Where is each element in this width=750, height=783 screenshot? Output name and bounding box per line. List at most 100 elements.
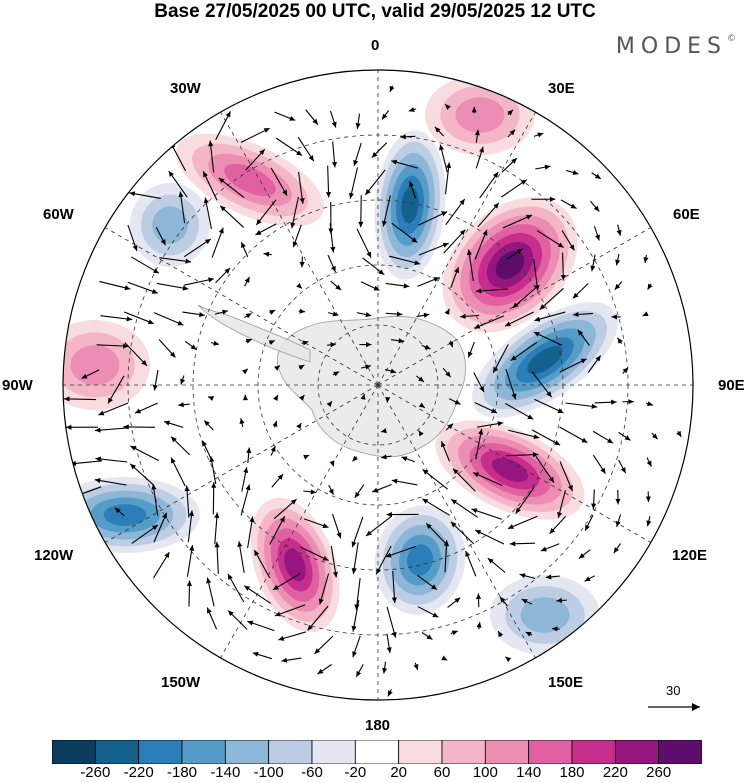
wind-arrow-head: [180, 378, 186, 385]
wind-arrow: [156, 282, 189, 291]
wind-arrow-head: [272, 420, 278, 427]
wind-arrow-head: [244, 276, 250, 283]
wind-arrow-head: [64, 396, 70, 402]
wind-arrow: [252, 651, 273, 660]
wind-arrow: [358, 195, 364, 228]
wind-arrow-head: [171, 436, 177, 443]
lon-label-90w: 90W: [2, 377, 33, 394]
wind-arrow: [549, 516, 566, 535]
wind-arrow: [209, 456, 217, 485]
colorbar-segment: [484, 740, 530, 764]
wind-arrow-head: [152, 268, 159, 274]
wind-arrow-head: [134, 408, 141, 414]
wind-arrow: [611, 314, 621, 320]
wind-arrow-head: [381, 113, 388, 120]
wind-arrow-head: [302, 340, 309, 346]
map-disc: [63, 70, 693, 700]
wind-arrow: [273, 498, 297, 520]
wind-arrow: [439, 144, 448, 173]
wind-arrow: [385, 311, 403, 317]
wind-arrow-head: [401, 456, 408, 462]
wind-arrow-head: [549, 527, 556, 534]
wind-arrow: [391, 571, 397, 604]
wind-arrow: [206, 607, 218, 630]
wind-arrow-head: [474, 129, 480, 136]
wind-arrow: [386, 606, 397, 638]
wind-arrow: [386, 633, 392, 654]
wind-arrow-head: [365, 312, 372, 318]
wind-arrow-head: [460, 313, 466, 319]
wind-arrow-head: [441, 655, 448, 661]
anomaly-4: [435, 420, 585, 520]
wind-arrow-head: [245, 484, 251, 491]
wind-arrow: [512, 286, 538, 309]
wind-arrow-head: [218, 177, 225, 184]
wind-arrow: [243, 585, 272, 604]
wind-arrow-head: [426, 523, 432, 529]
wind-arrow: [99, 280, 131, 291]
wind-arrow: [356, 228, 372, 258]
wind-arrow: [474, 529, 505, 545]
wind-arrow-head: [237, 541, 243, 547]
wind-arrow: [465, 550, 477, 577]
wind-arrow: [305, 109, 319, 125]
wind-arrow-head: [242, 368, 248, 375]
wind-arrow: [476, 621, 482, 630]
wind-arrow: [385, 397, 391, 403]
wind-arrow: [560, 252, 566, 281]
wind-arrow: [155, 226, 166, 246]
wind-arrow-head: [247, 620, 254, 626]
wind-arrow-head: [381, 454, 387, 460]
wind-arrow: [214, 309, 229, 315]
wind-arrow: [418, 402, 426, 409]
wind-arrow-head: [164, 420, 171, 426]
wind-arrow: [646, 457, 652, 467]
wind-arrow: [442, 367, 452, 378]
wind-arrow-head: [473, 472, 480, 478]
wind-arrow: [475, 428, 484, 460]
wind-arrow: [263, 251, 272, 257]
wind-arrow-head: [366, 251, 372, 258]
wind-arrow-head: [281, 657, 288, 663]
wind-arrow: [242, 394, 248, 401]
wind-arrow: [64, 396, 97, 402]
wind-arrow: [382, 661, 388, 674]
wind-arrow: [327, 342, 336, 348]
wind-arrow-head: [178, 402, 184, 408]
wind-arrow-head: [365, 189, 371, 195]
wind-arrow: [107, 375, 125, 404]
wind-arrow: [186, 580, 193, 607]
wind-arrow-head: [433, 277, 440, 282]
wind-arrow: [218, 177, 245, 198]
wind-arrow-head: [418, 402, 425, 408]
wind-arrow-head: [398, 338, 405, 344]
wind-arrow-head: [515, 507, 521, 514]
wind-arrow-head: [432, 612, 439, 618]
wind-arrow-head: [520, 179, 527, 185]
wind-arrow-head: [595, 355, 601, 362]
wind-arrow: [356, 312, 372, 318]
wind-arrow-head: [418, 376, 425, 382]
wind-arrow: [303, 518, 329, 529]
wind-arrow-head: [274, 365, 280, 371]
wind-arrow: [318, 573, 330, 605]
wind-arrow: [303, 454, 310, 460]
wind-arrow-head: [290, 499, 297, 505]
wind-arrow: [352, 635, 361, 658]
wind-arrow: [203, 420, 214, 431]
wind-arrow-head: [646, 520, 652, 527]
wind-arrow-head: [512, 302, 519, 308]
wind-arrow: [531, 371, 553, 398]
wind-arrow-head: [580, 358, 587, 364]
wind-arrow: [268, 339, 276, 346]
wind-arrow: [647, 283, 653, 290]
wind-arrow: [360, 393, 366, 400]
wind-arrow: [180, 375, 186, 385]
map-title: Base 27/05/2025 00 UTC, valid 29/05/2025…: [154, 1, 596, 22]
wind-arrow-head: [245, 338, 252, 344]
wind-arrow: [201, 440, 213, 461]
wind-arrow-head: [272, 584, 279, 590]
wind-arrow-head: [292, 241, 298, 248]
wind-arrow-head: [249, 516, 255, 523]
colorbar-segment: [354, 740, 400, 764]
